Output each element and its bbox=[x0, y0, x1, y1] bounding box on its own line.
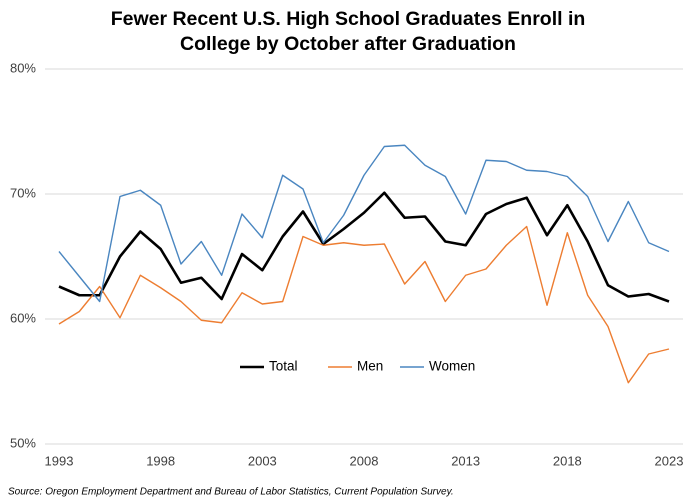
series-line bbox=[58, 144, 670, 303]
series-line bbox=[58, 191, 670, 303]
y-tick-label: 80% bbox=[10, 60, 36, 75]
legend-label: Total bbox=[269, 359, 298, 374]
y-tick-label: 60% bbox=[10, 310, 36, 325]
x-tick-label: 1993 bbox=[45, 453, 74, 468]
legend-label: Women bbox=[429, 359, 475, 374]
x-tick-label: 2023 bbox=[655, 453, 684, 468]
source-note: Source: Oregon Employment Department and… bbox=[8, 487, 454, 498]
chart-title: Fewer Recent U.S. High School Graduates … bbox=[110, 8, 586, 55]
series-line bbox=[58, 225, 670, 384]
x-tick-label: 2003 bbox=[248, 453, 277, 468]
x-tick-label: 2018 bbox=[553, 453, 582, 468]
x-tick-label: 2013 bbox=[451, 453, 480, 468]
x-tick-label: 1998 bbox=[146, 453, 175, 468]
x-tick-label: 2008 bbox=[350, 453, 379, 468]
y-tick-label: 50% bbox=[10, 435, 36, 450]
y-tick-label: 70% bbox=[10, 185, 36, 200]
legend-label: Men bbox=[357, 359, 383, 374]
